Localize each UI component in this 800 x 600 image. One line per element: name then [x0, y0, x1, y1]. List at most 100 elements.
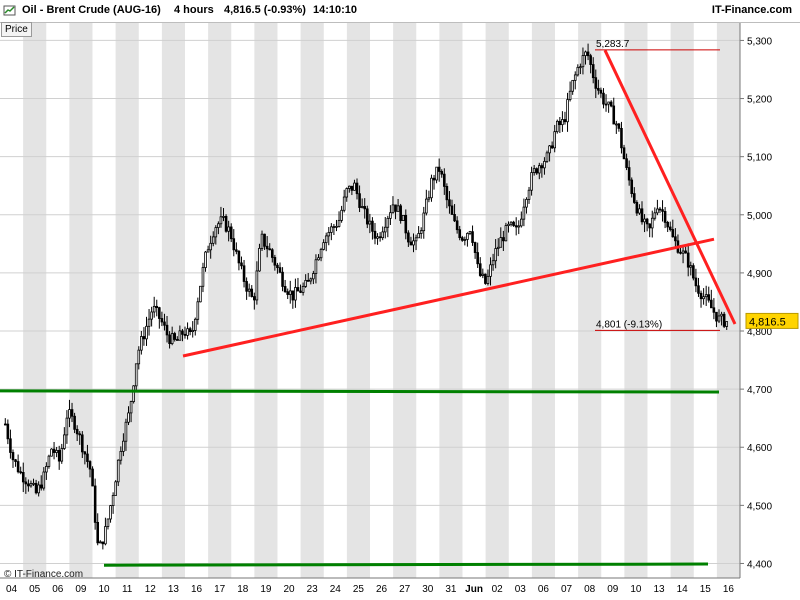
candle-body — [527, 189, 531, 200]
candle-body — [499, 237, 503, 248]
candle-body — [586, 51, 590, 57]
candle-body — [535, 168, 539, 174]
candle-body — [93, 485, 97, 523]
retracement-level-label: 4,801 (-9.13%) — [596, 319, 662, 330]
candle-body — [658, 208, 662, 211]
candle-body — [232, 238, 236, 251]
candle-body — [360, 206, 364, 208]
candle-body — [581, 55, 585, 68]
candle-body — [73, 415, 76, 430]
candle-body — [679, 251, 682, 254]
candle-body — [34, 482, 38, 494]
candle-body — [484, 273, 487, 284]
candle-body — [258, 247, 261, 272]
price-tick-label: 4,800 — [747, 327, 772, 338]
date-tick-label: 24 — [330, 584, 342, 595]
candle-body — [193, 318, 197, 331]
candle-body — [445, 186, 449, 201]
candle-body — [278, 267, 282, 273]
candle-body — [481, 273, 485, 276]
candle-body — [116, 459, 120, 483]
candle-body — [29, 483, 33, 487]
candle-body — [514, 225, 518, 228]
candle-body — [401, 214, 405, 221]
candle-body — [609, 101, 613, 107]
candle-body — [217, 223, 220, 228]
day-band — [115, 23, 139, 578]
candle-body — [504, 225, 508, 242]
candle-body — [260, 233, 264, 249]
date-tick-label: 11 — [122, 584, 133, 595]
candle-body — [14, 459, 17, 462]
candle-body — [684, 250, 687, 254]
candle-body — [140, 336, 143, 351]
candle-body — [173, 333, 177, 340]
brand-name: IT-Finance.com — [711, 4, 792, 16]
date-axis: 04 05 06 09 10 11 12 13 16 17 18 19 20 23 24 25 26 27 30 31… — [0, 577, 740, 595]
candle-body — [653, 212, 657, 219]
candle-body — [214, 227, 218, 238]
last-quote: 4,816.5 (-0.93%) — [224, 4, 306, 16]
date-tick-label: 27 — [399, 584, 411, 595]
candle-body — [276, 264, 279, 269]
candle-body — [458, 229, 462, 239]
price-axis: 4,400 4,500 4,600 4,700 4,800 4,900 5,000 5,100… — [739, 23, 800, 600]
price-axis-bg — [740, 23, 800, 600]
candle-body — [335, 225, 338, 228]
candle-body — [209, 242, 212, 251]
candle-body — [301, 285, 305, 293]
candle-body — [47, 455, 51, 467]
date-tick-label: 09 — [607, 584, 619, 595]
candle-body — [183, 333, 187, 336]
candle-body — [419, 230, 423, 234]
candle-body — [196, 301, 200, 320]
candle-body — [707, 294, 711, 301]
candle-body — [537, 165, 541, 174]
candle-body — [250, 288, 254, 297]
candle-body — [437, 166, 441, 172]
price-tick-label: 5,300 — [747, 36, 772, 47]
day-band — [161, 23, 185, 578]
day-band — [69, 23, 93, 578]
day-band — [300, 23, 324, 578]
day-band — [208, 23, 232, 578]
candle-body — [288, 290, 292, 295]
candle-body — [268, 248, 272, 251]
candle-body — [681, 250, 685, 254]
candle-body — [509, 221, 513, 225]
candle-body — [324, 235, 328, 244]
candle-body — [291, 290, 295, 301]
candle-body — [98, 541, 102, 544]
candle-body — [124, 421, 128, 442]
candle-body — [455, 220, 459, 231]
candle-body — [409, 241, 413, 246]
candle-body — [253, 296, 256, 301]
candle-body — [27, 483, 30, 487]
candle-body — [132, 385, 135, 402]
candle-body — [312, 273, 315, 280]
candle-body — [134, 363, 138, 387]
candle-body — [332, 226, 336, 228]
price-tick-label: 5,000 — [747, 211, 772, 222]
candle-body — [340, 209, 343, 221]
price-tick-label: 5,200 — [747, 95, 772, 106]
candle-body — [412, 240, 415, 246]
candle-body — [111, 495, 115, 506]
timeframe[interactable]: 4 hours — [174, 4, 214, 16]
candle-body — [104, 526, 107, 545]
candle-body — [142, 336, 146, 340]
candle-body — [530, 172, 533, 191]
candle-body — [471, 231, 474, 243]
candle-body — [517, 225, 521, 228]
candle-body — [371, 220, 374, 232]
candle-body — [65, 417, 69, 436]
price-tab[interactable]: Price — [1, 22, 32, 37]
date-tick-label: 02 — [492, 584, 504, 595]
candle-body — [365, 208, 369, 225]
candle-body — [661, 209, 664, 212]
price-tick-label: 5,100 — [747, 153, 772, 164]
price-tick-label: 4,500 — [747, 501, 772, 512]
candle-body — [178, 330, 182, 341]
day-band — [624, 23, 648, 578]
candle-body — [645, 218, 649, 225]
